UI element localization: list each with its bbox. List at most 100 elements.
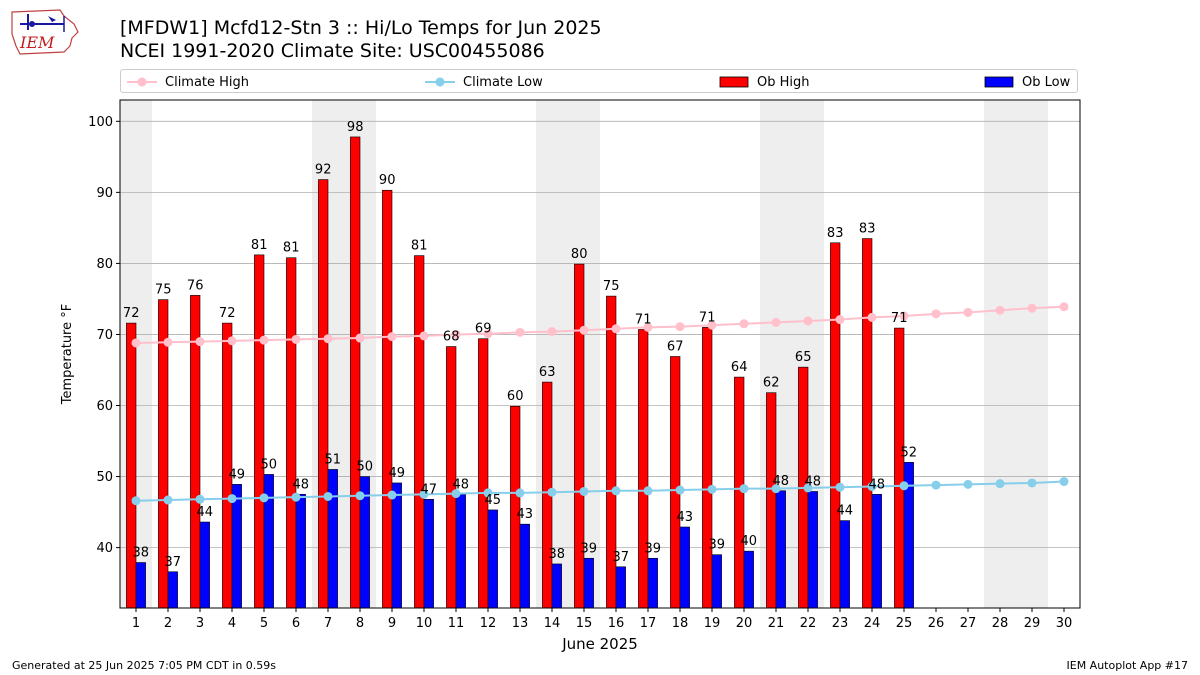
ob-low-bar-day-20 bbox=[743, 550, 754, 609]
climate-high-point-day-20 bbox=[739, 319, 749, 329]
chart-subtitle: NCEI 1991-2020 Climate Site: USC00455086 bbox=[120, 40, 545, 62]
climate-high-point-day-7 bbox=[323, 334, 333, 344]
climate-high-point-day-4 bbox=[227, 336, 237, 346]
climate-high-point-day-18 bbox=[675, 322, 685, 332]
ob-high-bar-day-17 bbox=[638, 329, 649, 609]
ob-low-bar-day-17 bbox=[647, 557, 658, 609]
ob-low-label-day-8: 50 bbox=[357, 460, 374, 475]
ob-low-bar-day-7 bbox=[327, 469, 338, 609]
ob-high-bar-day-19 bbox=[702, 327, 713, 609]
ob-low-label-day-16: 37 bbox=[613, 550, 630, 565]
climate-high-point-day-22 bbox=[803, 316, 813, 326]
ob-low-bar-day-21 bbox=[775, 490, 786, 609]
climate-low-line-marker-icon bbox=[425, 77, 455, 87]
x-tick-label: 8 bbox=[356, 616, 364, 631]
ob-high-label-day-7: 92 bbox=[315, 163, 332, 178]
climate-high-point-day-8 bbox=[355, 333, 365, 343]
ob-low-bar-day-1 bbox=[135, 562, 146, 609]
y-tick-label: 40 bbox=[96, 541, 113, 556]
ob-high-label-day-21: 62 bbox=[763, 376, 780, 391]
ob-low-swatch-icon bbox=[984, 76, 1014, 88]
climate-low-point-day-9 bbox=[387, 490, 397, 500]
ob-high-label-day-1: 72 bbox=[123, 306, 140, 321]
climate-low-point-day-1 bbox=[131, 496, 141, 506]
ob-high-label-day-15: 80 bbox=[571, 247, 588, 262]
x-tick-label: 27 bbox=[960, 616, 977, 631]
x-tick-label: 11 bbox=[448, 616, 465, 631]
ob-low-label-day-7: 51 bbox=[325, 452, 342, 467]
climate-high-point-day-26 bbox=[931, 309, 941, 319]
climate-low-point-day-24 bbox=[867, 482, 877, 492]
ob-low-label-day-11: 48 bbox=[453, 477, 470, 492]
legend-item-ob-high: Ob High bbox=[719, 73, 810, 91]
ob-low-label-day-15: 39 bbox=[581, 541, 598, 556]
ob-high-label-day-20: 64 bbox=[731, 360, 748, 375]
legend-label: Climate High bbox=[165, 74, 250, 90]
ob-high-bar-day-9 bbox=[382, 189, 393, 609]
x-tick-label: 5 bbox=[260, 616, 268, 631]
ob-low-label-day-2: 37 bbox=[165, 555, 182, 570]
climate-high-point-day-11 bbox=[451, 329, 461, 339]
x-tick-label: 15 bbox=[576, 616, 593, 631]
ob-low-label-day-20: 40 bbox=[741, 534, 758, 549]
ob-low-bar-day-22 bbox=[807, 491, 818, 609]
climate-low-point-day-2 bbox=[163, 495, 173, 505]
climate-low-point-day-14 bbox=[547, 487, 557, 497]
climate-low-point-day-11 bbox=[451, 489, 461, 499]
ob-low-bar-day-9 bbox=[391, 482, 402, 609]
ob-high-label-day-19: 71 bbox=[699, 310, 716, 325]
climate-high-point-day-12 bbox=[483, 329, 493, 339]
climate-low-point-day-10 bbox=[419, 489, 429, 499]
weekend-shade-day-29 bbox=[1016, 100, 1048, 608]
ob-low-label-day-23: 44 bbox=[837, 504, 854, 519]
ob-high-label-day-4: 72 bbox=[219, 306, 236, 321]
ob-low-bar-day-23 bbox=[839, 520, 850, 609]
x-tick-label: 14 bbox=[544, 616, 561, 631]
climate-high-line bbox=[135, 305, 1065, 344]
ob-low-bar-day-24 bbox=[871, 494, 882, 609]
climate-high-point-day-28 bbox=[995, 305, 1005, 315]
ob-high-label-day-8: 98 bbox=[347, 120, 364, 135]
ob-high-bar-day-18 bbox=[670, 356, 681, 609]
climate-low-point-day-17 bbox=[643, 486, 653, 496]
climate-low-point-day-7 bbox=[323, 491, 333, 501]
ob-high-label-day-17: 71 bbox=[635, 312, 652, 327]
ob-high-bar-day-8 bbox=[350, 136, 361, 609]
ob-low-bar-day-19 bbox=[711, 554, 722, 609]
logo-text: IEM bbox=[19, 33, 55, 52]
y-tick-label: 60 bbox=[96, 399, 113, 414]
ob-high-label-day-12: 69 bbox=[475, 322, 492, 337]
ob-high-bar-day-4 bbox=[222, 322, 233, 609]
x-tick-label: 12 bbox=[480, 616, 497, 631]
ob-high-label-day-24: 83 bbox=[859, 222, 876, 237]
climate-low-point-day-18 bbox=[675, 485, 685, 495]
climate-low-point-day-21 bbox=[771, 484, 781, 494]
x-tick-label: 18 bbox=[672, 616, 689, 631]
x-tick-label: 2 bbox=[164, 616, 172, 631]
climate-high-point-day-2 bbox=[163, 337, 173, 347]
ob-high-bar-day-10 bbox=[414, 255, 425, 609]
ob-low-bar-day-12 bbox=[487, 509, 498, 609]
bars bbox=[126, 136, 914, 609]
x-tick-label: 7 bbox=[324, 616, 332, 631]
x-tick-label: 1 bbox=[132, 616, 140, 631]
ob-low-label-day-9: 49 bbox=[389, 466, 406, 481]
chart-title: [MFDW1] Mcfd12-Stn 3 :: Hi/Lo Temps for … bbox=[120, 17, 602, 39]
legend-label: Ob High bbox=[757, 74, 810, 90]
climate-low-point-day-16 bbox=[611, 486, 621, 496]
x-tick-label: 24 bbox=[864, 616, 881, 631]
ob-high-bar-day-5 bbox=[254, 254, 265, 609]
climate-low-point-day-20 bbox=[739, 484, 749, 494]
ob-low-bar-day-6 bbox=[295, 494, 306, 609]
ob-low-label-day-17: 39 bbox=[645, 541, 662, 556]
ob-high-label-day-22: 65 bbox=[795, 350, 812, 365]
climate-low-point-day-6 bbox=[291, 492, 301, 502]
ob-low-label-day-4: 49 bbox=[229, 467, 246, 482]
x-tick-label: 25 bbox=[896, 616, 913, 631]
generated-timestamp: Generated at 25 Jun 2025 7:05 PM CDT in … bbox=[12, 659, 277, 672]
x-tick-label: 10 bbox=[416, 616, 433, 631]
x-tick-label: 20 bbox=[736, 616, 753, 631]
ob-high-bar-day-15 bbox=[574, 263, 585, 609]
climate-low-point-day-19 bbox=[707, 484, 717, 494]
